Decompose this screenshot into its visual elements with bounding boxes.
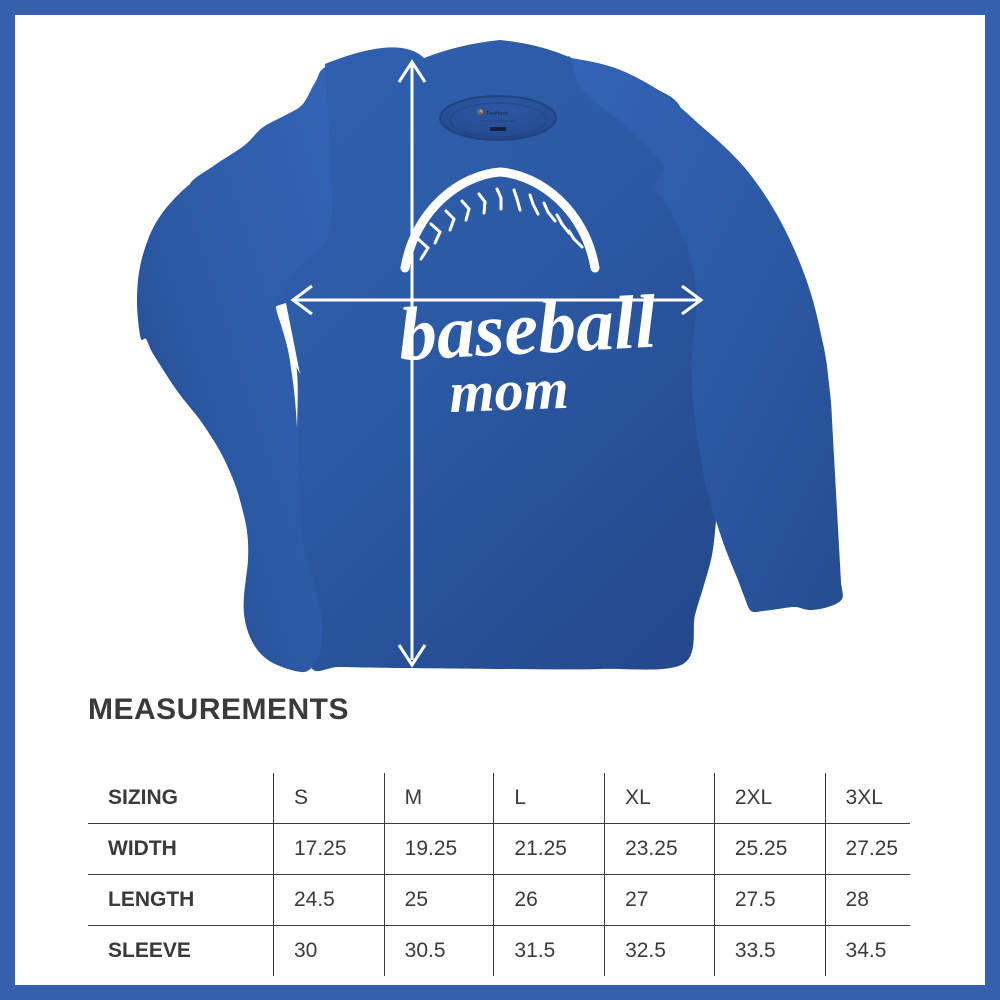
svg-text:TeeHunt: TeeHunt — [486, 111, 508, 117]
svg-text:mom: mom — [448, 356, 569, 425]
svg-text:PREMIUM FIT MADE IN USA: PREMIUM FIT MADE IN USA — [481, 119, 516, 123]
